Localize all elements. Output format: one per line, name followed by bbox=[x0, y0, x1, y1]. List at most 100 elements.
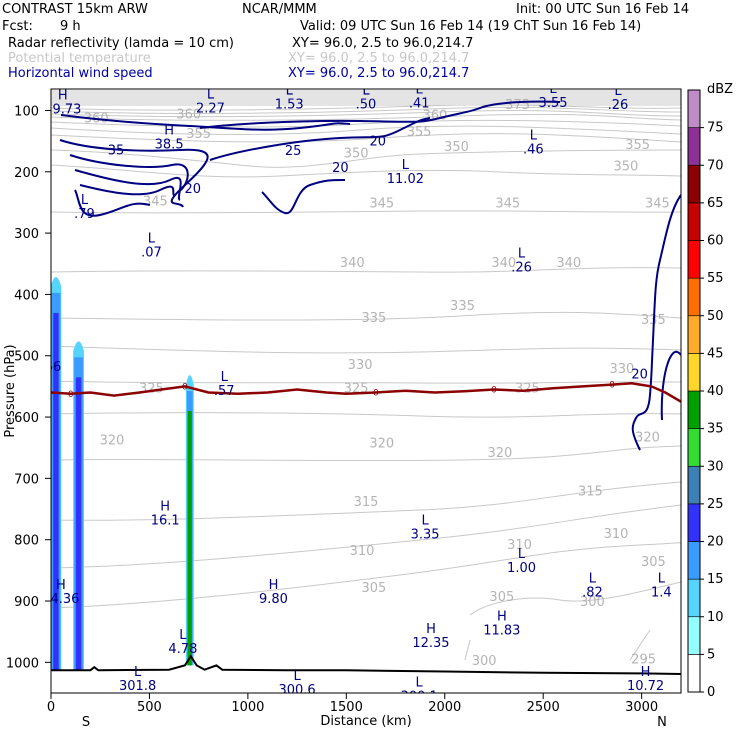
theta-label: 305 bbox=[361, 581, 386, 596]
colorbar-label: 55 bbox=[707, 271, 724, 286]
extremum-mark: L bbox=[416, 675, 424, 690]
colorbar-label: 30 bbox=[707, 459, 724, 474]
extremum-mark: L bbox=[179, 628, 187, 643]
colorbar-swatch bbox=[687, 277, 701, 317]
field-reflectivity-xy: XY= 96.0, 2.5 to 96.0,214.7 bbox=[292, 36, 474, 51]
theta-label: 345 bbox=[143, 195, 168, 210]
extremum-mark: L bbox=[421, 513, 429, 528]
theta-contour bbox=[51, 267, 681, 273]
x-tick-label: 2000 bbox=[428, 700, 461, 715]
extremum-value: 300.6 bbox=[278, 683, 315, 698]
colorbar-swatch bbox=[687, 353, 701, 392]
extremum-mark: L bbox=[658, 572, 666, 587]
extremum-mark: L bbox=[589, 572, 597, 587]
extremum-value: 9.80 bbox=[259, 592, 288, 607]
freezing-level-label: 0 bbox=[491, 385, 497, 395]
extremum-mark: H bbox=[160, 499, 170, 514]
extremum-value: 1.4 bbox=[651, 586, 672, 601]
wind-label: 20 bbox=[631, 367, 648, 382]
terrain-line bbox=[51, 654, 681, 675]
colorbar-label: 45 bbox=[707, 346, 724, 361]
extremum-mark: L bbox=[530, 128, 538, 143]
colorbar-label: 15 bbox=[707, 572, 724, 587]
valid-time: Valid: 09 UTC Sun 16 Feb 14 (19 ChT Sun … bbox=[300, 19, 642, 34]
y-tick-label: 900 bbox=[14, 595, 39, 610]
theta-label: 305 bbox=[489, 590, 514, 605]
org-label: NCAR/MMM bbox=[242, 2, 317, 17]
x-tick-label: 3000 bbox=[625, 700, 658, 715]
theta-contour bbox=[51, 104, 681, 121]
wind-contour bbox=[74, 169, 182, 201]
theta-label: 310 bbox=[350, 544, 375, 559]
extremum-value: 39.73 bbox=[44, 103, 81, 118]
theta-label: 345 bbox=[495, 196, 520, 211]
extremum-mark: L bbox=[518, 547, 526, 562]
extremum-mark: L bbox=[402, 158, 410, 173]
x-tick-label: 500 bbox=[137, 700, 162, 715]
theta-label: 305 bbox=[641, 555, 666, 570]
extremum-value: 12.35 bbox=[412, 636, 449, 651]
y-tick-label: 700 bbox=[14, 472, 39, 487]
colorbar-swatch bbox=[687, 164, 701, 204]
colorbar-swatch bbox=[687, 616, 701, 655]
extremum-value: 4.78 bbox=[168, 642, 197, 657]
extremum-mark: H bbox=[56, 578, 66, 593]
extremum-value: .66 bbox=[41, 360, 62, 375]
extremum-value: 300.1 bbox=[401, 689, 438, 704]
theta-contour bbox=[464, 639, 471, 661]
extremum-mark: H bbox=[58, 89, 68, 104]
y-tick-label: 800 bbox=[14, 534, 39, 549]
wind-contour bbox=[631, 194, 681, 451]
model-title: CONTRAST 15km ARW bbox=[2, 2, 148, 17]
theta-label: 315 bbox=[578, 485, 603, 500]
theta-label: 315 bbox=[354, 495, 379, 510]
extremum-value: .79 bbox=[74, 207, 95, 222]
extremum-mark: L bbox=[81, 193, 89, 208]
theta-label: 340 bbox=[340, 256, 365, 271]
wind-contour bbox=[79, 184, 176, 197]
colorbar-swatch bbox=[687, 541, 701, 580]
theta-label: 340 bbox=[491, 256, 516, 271]
plot-frame bbox=[50, 88, 682, 694]
field-wind-xy: XY= 96.0, 2.5 to 96.0,214.7 bbox=[288, 66, 470, 81]
theta-label: 320 bbox=[487, 446, 512, 461]
theta-label: 325 bbox=[515, 382, 540, 397]
extremum-mark: L bbox=[207, 87, 215, 102]
wind-contour bbox=[660, 351, 681, 421]
theta-contour bbox=[51, 311, 681, 321]
wind-contour bbox=[59, 139, 209, 208]
wind-contour bbox=[60, 114, 351, 131]
theta-label: 320 bbox=[635, 431, 660, 446]
field-theta-xy: XY= 96.0, 2.5 to 96.0,214.7 bbox=[288, 51, 470, 66]
colorbar-swatch bbox=[687, 390, 701, 429]
y-tick-label: 200 bbox=[14, 166, 39, 181]
reflectivity-core bbox=[53, 312, 59, 671]
theta-contour bbox=[51, 445, 681, 462]
reflectivity-core bbox=[75, 377, 82, 671]
extremum-mark: L bbox=[221, 370, 229, 385]
wind-label: 20 bbox=[332, 161, 349, 176]
colorbar-label: 75 bbox=[707, 121, 724, 136]
extremum-value: .82 bbox=[582, 586, 603, 601]
reflectivity-core bbox=[187, 411, 192, 666]
x-tick-label: 2500 bbox=[527, 700, 560, 715]
extremum-value: 11.83 bbox=[483, 624, 520, 639]
wind-contour bbox=[261, 179, 346, 215]
y-tick-label: 300 bbox=[14, 227, 39, 242]
extremum-mark: L bbox=[362, 84, 370, 99]
colorbar-swatch bbox=[687, 465, 701, 505]
x-tick-label: 0 bbox=[47, 700, 55, 715]
extremum-value: .46 bbox=[523, 142, 544, 157]
colorbar-swatch bbox=[687, 202, 701, 241]
y-tick-label: 1000 bbox=[6, 656, 39, 671]
theta-contour bbox=[51, 90, 681, 106]
extremum-value: .50 bbox=[356, 98, 377, 113]
colorbar-swatch bbox=[687, 428, 701, 467]
extremum-mark: H bbox=[426, 622, 436, 637]
theta-label: 310 bbox=[604, 527, 629, 542]
colorbar-label: 40 bbox=[707, 384, 724, 399]
colorbar-swatch bbox=[687, 315, 701, 354]
colorbar-label: 35 bbox=[707, 422, 724, 437]
theta-label: 375 bbox=[505, 98, 530, 113]
